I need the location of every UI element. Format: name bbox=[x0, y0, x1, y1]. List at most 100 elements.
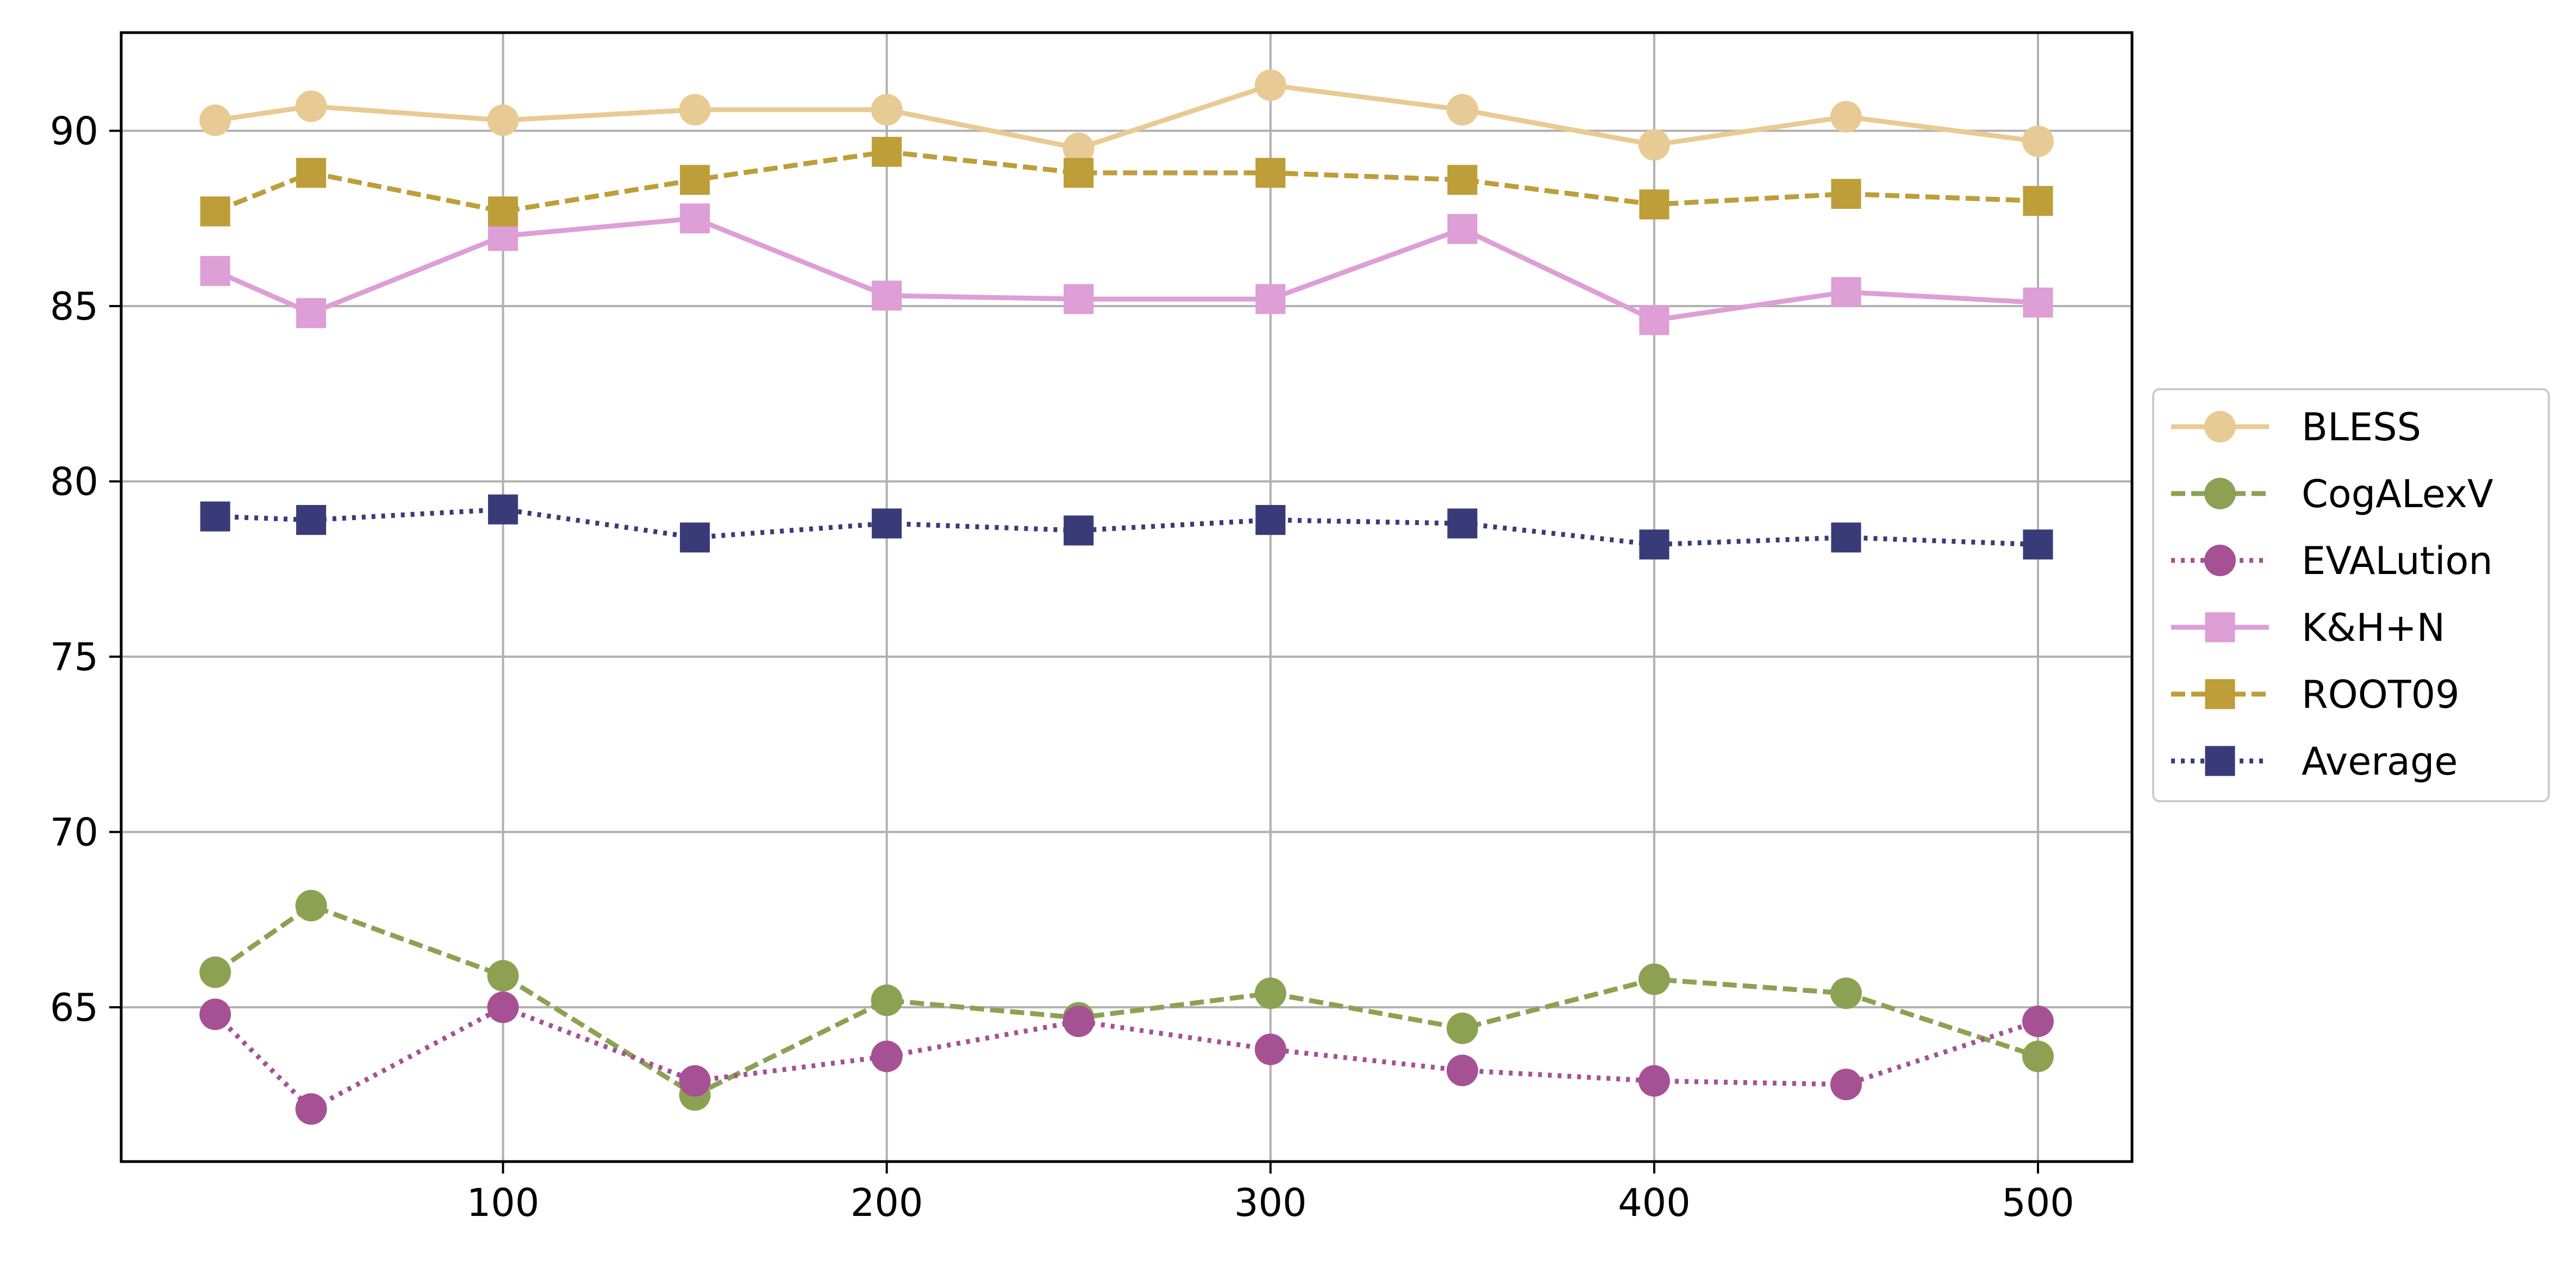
data-point bbox=[200, 256, 230, 286]
data-point bbox=[1639, 189, 1670, 220]
legend-entry-k-h-n: K&H+N bbox=[2171, 606, 2445, 650]
series-line bbox=[214, 149, 2039, 214]
data-point bbox=[1254, 1033, 1286, 1065]
data-point bbox=[1830, 101, 1862, 133]
data-point bbox=[1064, 158, 1094, 188]
legend-marker bbox=[2204, 478, 2236, 509]
series-bless bbox=[199, 69, 2054, 164]
data-point bbox=[296, 505, 327, 535]
data-point bbox=[1638, 1065, 1670, 1097]
legend-marker bbox=[2204, 411, 2236, 442]
data-point bbox=[1255, 505, 1286, 535]
data-point bbox=[679, 1065, 711, 1097]
x-tick-label: 200 bbox=[851, 1181, 923, 1225]
series-k-h-n bbox=[200, 203, 2053, 335]
data-point bbox=[1064, 515, 1094, 546]
y-tick-label: 85 bbox=[50, 284, 98, 329]
legend-marker bbox=[2205, 612, 2235, 642]
data-point bbox=[1831, 522, 1861, 553]
y-tick-label: 90 bbox=[50, 109, 98, 154]
legend-label: CogALexV bbox=[2302, 472, 2493, 516]
legend-label: Average bbox=[2302, 739, 2458, 784]
data-point bbox=[1446, 1054, 1478, 1087]
data-point bbox=[1446, 93, 1478, 126]
data-point bbox=[487, 104, 519, 136]
data-point bbox=[1062, 132, 1095, 164]
data-point bbox=[1831, 179, 1861, 209]
data-point bbox=[295, 1093, 327, 1125]
data-point bbox=[2022, 125, 2054, 157]
legend: BLESS CogALexV EVALution K&H+N ROOT09 Average bbox=[2152, 388, 2550, 802]
y-tick-label: 80 bbox=[50, 460, 98, 504]
data-point bbox=[1255, 158, 1286, 188]
data-point bbox=[1062, 1005, 1095, 1037]
data-point bbox=[1639, 305, 1670, 335]
data-point bbox=[488, 196, 518, 227]
legend-label: K&H+N bbox=[2302, 606, 2445, 650]
data-point bbox=[872, 508, 902, 539]
data-point bbox=[871, 1040, 903, 1072]
data-point bbox=[2023, 186, 2053, 216]
data-point bbox=[2023, 529, 2053, 560]
data-point bbox=[1447, 165, 1478, 195]
series-line bbox=[215, 507, 2039, 547]
data-point bbox=[487, 960, 519, 992]
data-point bbox=[1831, 277, 1861, 307]
y-tick-label: 70 bbox=[50, 810, 98, 855]
data-point bbox=[199, 999, 231, 1031]
data-point bbox=[680, 522, 710, 553]
data-point bbox=[199, 104, 231, 136]
data-point bbox=[2022, 1005, 2054, 1037]
data-point bbox=[1638, 129, 1670, 161]
y-tick-label: 65 bbox=[50, 985, 98, 1030]
x-tick-label: 300 bbox=[1234, 1181, 1307, 1225]
data-point bbox=[295, 890, 327, 922]
legend-marker bbox=[2204, 545, 2236, 576]
y-tick-label: 75 bbox=[50, 635, 98, 679]
legend-entry-average: Average bbox=[2171, 739, 2458, 784]
data-point bbox=[1639, 529, 1670, 560]
data-point bbox=[680, 203, 710, 234]
legend-entry-bless: BLESS bbox=[2171, 405, 2421, 450]
data-point bbox=[1447, 214, 1478, 244]
data-point bbox=[200, 196, 230, 227]
legend-marker bbox=[2205, 746, 2235, 776]
series-root09 bbox=[200, 136, 2053, 227]
series-evalution bbox=[199, 991, 2054, 1125]
data-point bbox=[872, 280, 902, 311]
data-point bbox=[680, 165, 710, 195]
legend-entry-cogalexv: CogALexV bbox=[2171, 472, 2493, 516]
data-point bbox=[200, 501, 230, 532]
data-point bbox=[1254, 977, 1286, 1009]
series-lines bbox=[199, 69, 2054, 1125]
data-point bbox=[199, 956, 231, 988]
data-point bbox=[2023, 288, 2053, 318]
legend-entry-evalution: EVALution bbox=[2171, 539, 2493, 583]
data-point bbox=[1638, 963, 1670, 995]
x-tick-label: 400 bbox=[1618, 1181, 1691, 1225]
data-point bbox=[1064, 284, 1094, 314]
data-point bbox=[1830, 1069, 1862, 1101]
data-point bbox=[871, 984, 903, 1016]
legend-label: EVALution bbox=[2302, 539, 2493, 583]
data-point bbox=[679, 93, 711, 126]
legend-label: ROOT09 bbox=[2302, 672, 2460, 717]
plot-area-frame bbox=[120, 31, 2134, 1163]
data-point bbox=[1254, 69, 1286, 101]
legend-marker bbox=[2205, 679, 2235, 709]
data-point bbox=[487, 991, 519, 1024]
axes: 100 200 300 400 500 65 70 75 80 85 90 bbox=[50, 109, 2074, 1225]
data-point bbox=[1830, 977, 1862, 1009]
legend-label: BLESS bbox=[2302, 405, 2421, 450]
data-point bbox=[488, 494, 518, 525]
data-point bbox=[1447, 508, 1478, 539]
data-point bbox=[1446, 1012, 1478, 1044]
data-point bbox=[296, 298, 327, 328]
data-point bbox=[295, 90, 327, 122]
series-average bbox=[200, 494, 2053, 560]
data-point bbox=[296, 158, 327, 188]
data-point bbox=[872, 136, 902, 167]
